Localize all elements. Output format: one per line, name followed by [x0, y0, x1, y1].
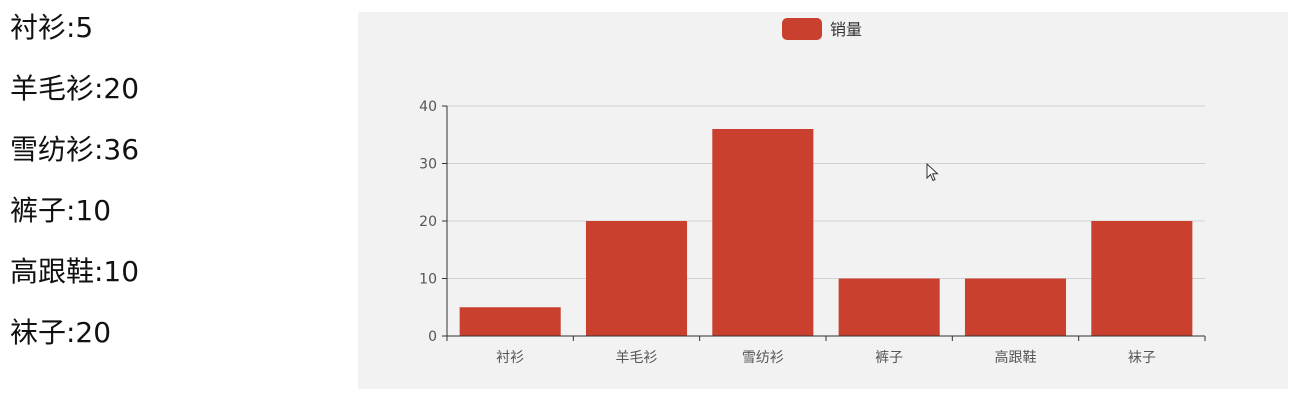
chart-panel: 销量 0 10 20 30 40 衬衫 羊毛衫 雪纺衫 裤子 高跟鞋 袜子 [358, 12, 1288, 389]
mouse-cursor-icon [926, 163, 939, 182]
y-tick-label: 0 [428, 329, 437, 345]
y-tick-label: 10 [419, 272, 437, 288]
x-axis: 衬衫 羊毛衫 雪纺衫 裤子 高跟鞋 袜子 [446, 335, 1206, 366]
bar-chart: 销量 0 10 20 30 40 衬衫 羊毛衫 雪纺衫 裤子 高跟鞋 袜子 [419, 18, 1206, 366]
bar[interactable] [585, 221, 688, 336]
bar[interactable] [838, 278, 940, 337]
list-item: 高跟鞋:10 [10, 255, 140, 288]
bar[interactable] [1091, 221, 1193, 336]
bar[interactable] [712, 129, 814, 336]
y-tick-label: 30 [419, 157, 437, 173]
x-tick-label: 高跟鞋 [995, 349, 1037, 366]
y-axis: 0 10 20 30 40 [419, 99, 448, 345]
legend-label[interactable]: 销量 [830, 20, 862, 39]
list-item: 袜子:20 [10, 316, 112, 349]
list-item: 雪纺衫:36 [10, 133, 140, 166]
bar[interactable] [964, 278, 1067, 337]
x-tick-label: 裤子 [875, 350, 903, 366]
y-tick-label: 40 [419, 99, 437, 115]
legend[interactable]: 销量 [782, 18, 862, 40]
x-tick-label: 袜子 [1128, 350, 1156, 366]
x-tick-label: 羊毛衫 [616, 350, 658, 366]
x-tick-label: 衬衫 [496, 350, 524, 366]
list-item: 羊毛衫:20 [10, 72, 140, 105]
y-tick-label: 20 [419, 214, 437, 230]
list-item: 裤子:10 [10, 194, 112, 227]
grid-lines [447, 105, 1205, 279]
bars [459, 129, 1193, 337]
list-item: 衬衫:5 [10, 11, 94, 44]
legend-swatch[interactable] [782, 18, 822, 40]
x-tick-label: 雪纺衫 [742, 350, 784, 366]
bar[interactable] [459, 307, 561, 336]
